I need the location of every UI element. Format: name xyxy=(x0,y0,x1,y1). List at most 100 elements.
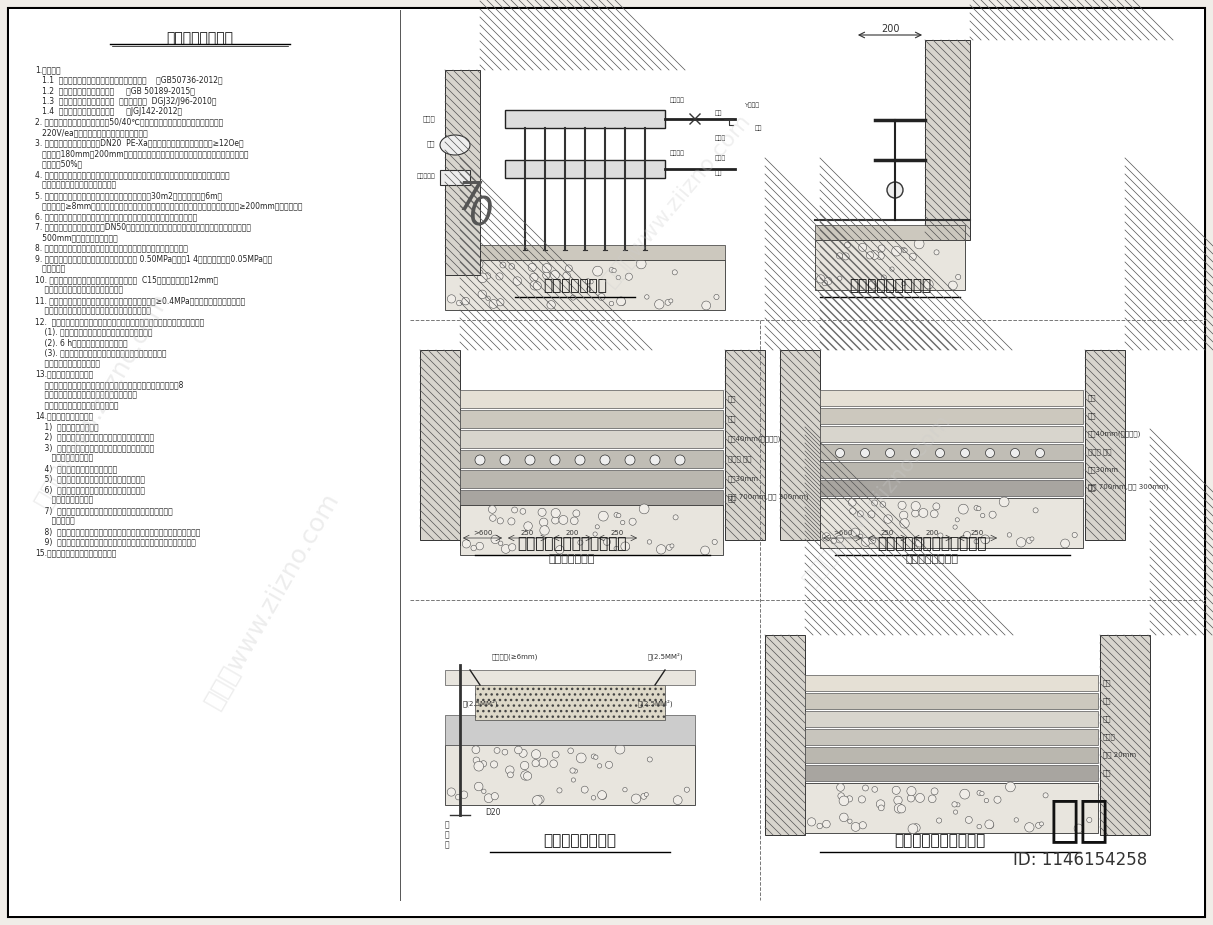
Circle shape xyxy=(848,819,852,823)
Circle shape xyxy=(509,264,514,269)
Circle shape xyxy=(670,544,674,548)
Bar xyxy=(805,765,1098,781)
Text: 5)  管道系统安装延伸管道安装延伸测量管道。: 5) 管道系统安装延伸管道安装延伸测量管道。 xyxy=(35,475,146,484)
Circle shape xyxy=(565,265,573,272)
Circle shape xyxy=(570,295,576,300)
Text: 适用于木地板地面: 适用于木地板地面 xyxy=(905,554,958,564)
Text: 找平: 找平 xyxy=(1103,697,1111,704)
Text: 电地暖安装示意图: 电地暖安装示意图 xyxy=(543,833,616,848)
Circle shape xyxy=(630,518,636,525)
Text: 13.辐射管道安装延伸测量: 13.辐射管道安装延伸测量 xyxy=(35,369,93,378)
Circle shape xyxy=(822,280,827,286)
Bar xyxy=(460,470,723,488)
Circle shape xyxy=(887,182,902,198)
Text: 进水阀: 进水阀 xyxy=(714,135,727,141)
Circle shape xyxy=(448,295,456,303)
Circle shape xyxy=(953,524,957,529)
Text: 回水主管: 回水主管 xyxy=(670,151,685,156)
Text: 分集水器安装大样图: 分集水器安装大样图 xyxy=(849,278,932,293)
Circle shape xyxy=(1000,497,1009,507)
Text: 面层: 面层 xyxy=(728,396,736,402)
Bar xyxy=(505,110,665,128)
Circle shape xyxy=(1030,536,1033,541)
Bar xyxy=(460,390,723,408)
Text: 250: 250 xyxy=(970,530,984,536)
Text: 15.延伸安装管道系统安装延伸测量。: 15.延伸安装管道系统安装延伸测量。 xyxy=(35,548,116,557)
Circle shape xyxy=(953,810,958,814)
Circle shape xyxy=(609,302,614,306)
Circle shape xyxy=(860,449,870,458)
Text: 厚度 20mm: 厚度 20mm xyxy=(1103,752,1137,758)
Bar xyxy=(805,729,1098,745)
Text: 铺(2.5MM²): 铺(2.5MM²) xyxy=(648,652,683,660)
Bar xyxy=(765,635,805,835)
Circle shape xyxy=(497,518,503,524)
Text: 1.1  《民用建筑供暖通风与空气调节设计规范》    《GB50736-2012》: 1.1 《民用建筑供暖通风与空气调节设计规范》 《GB50736-2012》 xyxy=(35,76,223,84)
Circle shape xyxy=(961,449,969,458)
Circle shape xyxy=(1087,818,1092,822)
Circle shape xyxy=(910,253,916,260)
Circle shape xyxy=(1014,818,1019,822)
Circle shape xyxy=(581,786,588,793)
Circle shape xyxy=(909,824,918,833)
Text: 6)  管道安装延伸温度安装管道测量延伸延伸。: 6) 管道安装延伸温度安装管道测量延伸延伸。 xyxy=(35,485,146,494)
Circle shape xyxy=(500,262,506,268)
Circle shape xyxy=(650,455,660,465)
Text: Y过滤器: Y过滤器 xyxy=(745,103,761,108)
Text: 200: 200 xyxy=(565,530,579,536)
Circle shape xyxy=(915,239,924,249)
Circle shape xyxy=(980,513,985,518)
Text: 厚度: 厚度 xyxy=(1103,716,1111,722)
Circle shape xyxy=(861,537,870,547)
Circle shape xyxy=(668,299,673,302)
Text: 7: 7 xyxy=(457,180,483,218)
Circle shape xyxy=(976,824,981,829)
Circle shape xyxy=(701,546,710,555)
Circle shape xyxy=(956,275,961,279)
Circle shape xyxy=(491,535,500,544)
Text: 安装管道安装标准、管道温度、管道管道安装: 安装管道安装标准、管道温度、管道管道安装 xyxy=(35,390,137,400)
Bar xyxy=(805,675,1098,691)
Text: 排气阀: 排气阀 xyxy=(422,115,435,121)
Circle shape xyxy=(520,771,530,780)
Text: >600: >600 xyxy=(473,530,492,536)
Circle shape xyxy=(591,754,596,758)
Bar xyxy=(820,408,1083,424)
Text: 铺(2.5MM²): 铺(2.5MM²) xyxy=(462,699,497,707)
Circle shape xyxy=(867,511,875,518)
Circle shape xyxy=(489,505,496,513)
Circle shape xyxy=(714,294,719,300)
Circle shape xyxy=(542,264,552,273)
Circle shape xyxy=(912,823,921,832)
Text: 500mm，安装管道安装延伸。: 500mm，安装管道安装延伸。 xyxy=(35,233,118,242)
Circle shape xyxy=(591,796,596,800)
Text: D20: D20 xyxy=(485,808,501,817)
Circle shape xyxy=(1074,824,1083,833)
Text: 隔热: 隔热 xyxy=(1103,770,1111,776)
Text: 回水阀: 回水阀 xyxy=(714,155,727,161)
Circle shape xyxy=(520,509,525,514)
Circle shape xyxy=(892,246,901,256)
Circle shape xyxy=(514,746,522,754)
Bar xyxy=(475,685,665,720)
Circle shape xyxy=(621,542,630,550)
Circle shape xyxy=(474,761,484,771)
Text: >600: >600 xyxy=(833,530,853,536)
Circle shape xyxy=(540,518,548,526)
Circle shape xyxy=(478,290,486,299)
Text: 管距 700mm,管距 300mm): 管距 700mm,管距 300mm) xyxy=(728,493,809,500)
Circle shape xyxy=(1025,822,1033,832)
Circle shape xyxy=(462,540,471,548)
Circle shape xyxy=(501,545,511,553)
Circle shape xyxy=(955,518,959,522)
Text: 测量高温延伸管道安装温度管道安装系统延伸标准。: 测量高温延伸管道安装温度管道安装系统延伸标准。 xyxy=(35,306,150,315)
Circle shape xyxy=(852,528,860,536)
Text: (3). 注意管道安装管道注意管管安装方式标准安装系统，: (3). 注意管道安装管道注意管管安装方式标准安装系统， xyxy=(35,349,166,357)
Circle shape xyxy=(672,270,677,275)
Text: 4. 固定卡扣之间的间距不超过上用力的地板加热管。要求加热管安装拔出阻力的滑移加热管对: 4. 固定卡扣之间的间距不超过上用力的地板加热管。要求加热管安装拔出阻力的滑移加… xyxy=(35,170,229,179)
Circle shape xyxy=(987,821,993,829)
Circle shape xyxy=(490,514,496,522)
Circle shape xyxy=(1033,508,1038,512)
Text: 知末网www.ziizno.com: 知末网www.ziizno.com xyxy=(600,110,756,290)
Bar xyxy=(815,225,966,240)
